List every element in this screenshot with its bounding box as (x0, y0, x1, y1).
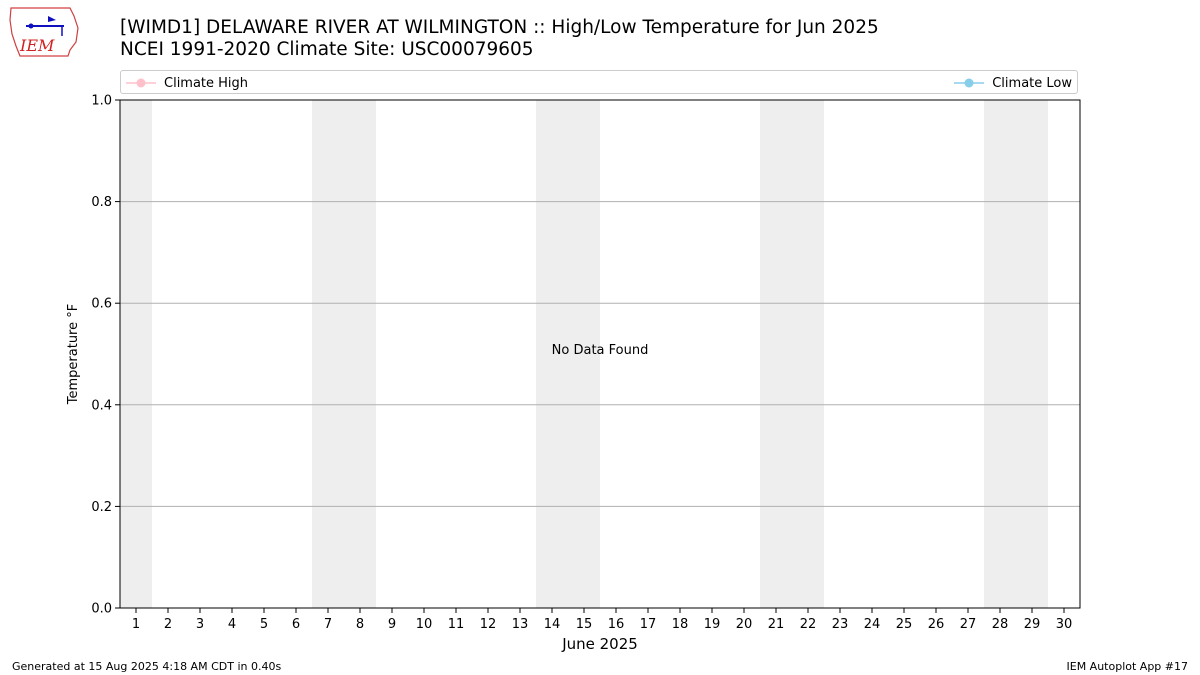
y-tick-label: 1.0 (91, 94, 112, 109)
x-tick-label: 6 (292, 617, 300, 632)
x-tick-label: 20 (736, 617, 753, 632)
svg-text:IEM: IEM (19, 36, 55, 55)
x-tick-label: 22 (800, 617, 817, 632)
x-tick-label: 3 (196, 617, 204, 632)
x-tick-label: 7 (324, 617, 332, 632)
x-tick-label: 14 (544, 617, 561, 632)
y-tick-label: 0.6 (91, 297, 112, 312)
x-tick-label: 25 (896, 617, 913, 632)
x-tick-label: 8 (356, 617, 364, 632)
x-tick-label: 28 (992, 617, 1009, 632)
y-tick-label: 0.4 (91, 398, 112, 413)
chart-title: [WIMD1] DELAWARE RIVER AT WILMINGTON :: … (120, 17, 879, 38)
x-tick-label: 11 (448, 617, 465, 632)
x-tick-label: 12 (480, 617, 497, 632)
x-tick-label: 30 (1056, 617, 1073, 632)
x-tick-label: 26 (928, 617, 945, 632)
x-tick-label: 16 (608, 617, 625, 632)
weekend-band (760, 100, 824, 608)
x-tick-label: 24 (864, 617, 881, 632)
x-tick-label: 18 (672, 617, 689, 632)
x-tick-label: 19 (704, 617, 721, 632)
y-axis-label: Temperature °F (66, 304, 81, 405)
x-tick-label: 27 (960, 617, 977, 632)
climate-low-marker (954, 78, 985, 88)
y-tick-label: 0.2 (91, 500, 112, 515)
x-tick-label: 21 (768, 617, 785, 632)
x-tick-label: 29 (1024, 617, 1041, 632)
legend: Climate High Climate Low (120, 70, 1078, 94)
app-credit: IEM Autoplot App #17 (1066, 660, 1189, 673)
y-tick-label: 0.8 (91, 195, 112, 210)
x-tick-label: 10 (416, 617, 433, 632)
climate-high-marker (126, 78, 156, 88)
x-tick-label: 15 (576, 617, 593, 632)
legend-label-climate-low: Climate Low (992, 75, 1072, 91)
legend-item-climate-low: Climate Low (954, 71, 1072, 95)
x-tick-label: 4 (228, 617, 236, 632)
plot-area (119, 99, 1081, 609)
x-tick-label: 23 (832, 617, 849, 632)
x-tick-label: 9 (388, 617, 396, 632)
weekend-band (120, 100, 152, 608)
no-data-annotation: No Data Found (552, 343, 649, 358)
x-tick-label: 13 (512, 617, 529, 632)
generated-timestamp: Generated at 15 Aug 2025 4:18 AM CDT in … (12, 660, 282, 673)
x-axis-label: June 2025 (561, 635, 638, 653)
iem-logo: IEM (9, 7, 79, 57)
x-tick-label: 2 (164, 617, 172, 632)
legend-label-climate-high: Climate High (164, 75, 249, 91)
x-tick-label: 1 (132, 617, 140, 632)
weekend-band (984, 100, 1048, 608)
x-tick-label: 17 (640, 617, 657, 632)
weekend-band (536, 100, 600, 608)
chart-subtitle: NCEI 1991-2020 Climate Site: USC00079605 (120, 39, 534, 60)
x-tick-label: 5 (260, 617, 268, 632)
weekend-band (312, 100, 376, 608)
y-tick-label: 0.0 (91, 602, 112, 617)
legend-item-climate-high: Climate High (126, 71, 248, 95)
